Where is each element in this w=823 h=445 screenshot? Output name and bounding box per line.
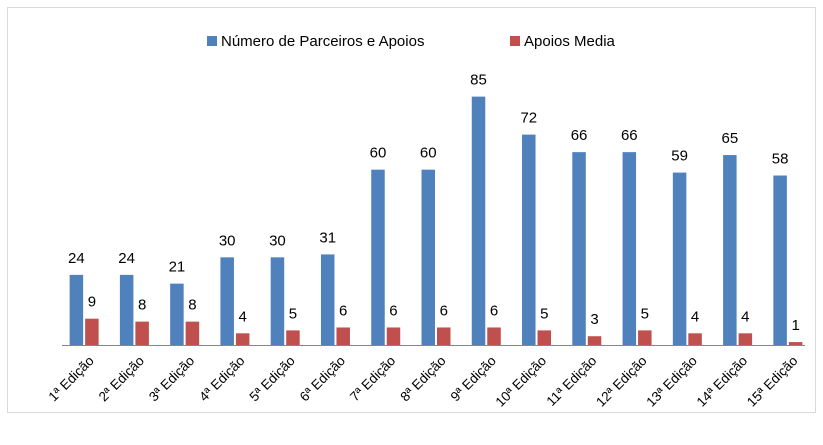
data-label: 8 (188, 297, 196, 314)
bar (135, 321, 149, 345)
bar (69, 274, 84, 345)
data-label: 9 (88, 294, 96, 311)
bar (336, 327, 350, 345)
data-label: 60 (420, 145, 437, 162)
data-label: 30 (269, 232, 286, 249)
legend-label: Número de Parceiros e Apoios (221, 33, 424, 50)
bar (723, 155, 737, 345)
bar (371, 169, 385, 345)
data-label: 5 (540, 305, 548, 322)
bar (537, 330, 552, 345)
data-label: 31 (319, 229, 336, 246)
bar (773, 175, 787, 345)
bar (185, 321, 200, 345)
bar (170, 283, 184, 345)
data-label: 21 (169, 259, 186, 276)
data-label: 6 (440, 302, 448, 319)
data-label: 8 (138, 297, 146, 314)
bar (688, 333, 702, 345)
bar (522, 134, 536, 345)
data-label: 6 (490, 302, 498, 319)
data-label: 24 (118, 250, 135, 267)
data-label: 5 (289, 305, 297, 322)
data-label: 4 (239, 308, 247, 325)
data-label: 1 (791, 317, 799, 334)
data-label: 6 (389, 302, 397, 319)
data-label: 66 (571, 127, 588, 144)
data-label: 72 (520, 110, 537, 127)
data-label: 30 (219, 232, 236, 249)
data-label: 60 (370, 145, 387, 162)
bar (672, 172, 687, 345)
bar (622, 152, 637, 345)
bar (270, 257, 285, 345)
bar (421, 169, 435, 345)
bar (738, 333, 753, 345)
bar (386, 327, 401, 345)
bar (788, 342, 803, 345)
bar (638, 330, 652, 345)
legend-label: Apoios Media (524, 33, 616, 50)
bar (235, 333, 250, 345)
data-label: 4 (741, 308, 749, 325)
data-label: 5 (641, 305, 649, 322)
data-label: 85 (470, 72, 487, 89)
data-label: 3 (590, 311, 598, 328)
bar (119, 274, 134, 345)
bar (286, 330, 300, 345)
data-label: 24 (68, 250, 85, 267)
data-label: 6 (339, 302, 347, 319)
bar (487, 327, 501, 345)
data-label: 66 (621, 127, 638, 144)
legend-swatch (510, 36, 520, 46)
data-label: 65 (722, 130, 739, 147)
bar (572, 152, 586, 345)
bar (471, 96, 486, 345)
bar (587, 336, 602, 345)
bar (437, 327, 451, 345)
chart-border (7, 7, 816, 413)
bar (220, 257, 234, 345)
bar (320, 254, 335, 345)
data-label: 4 (691, 308, 699, 325)
data-label: 58 (772, 150, 789, 167)
bar (85, 318, 99, 345)
legend-swatch (207, 36, 217, 46)
data-label: 59 (671, 148, 688, 165)
